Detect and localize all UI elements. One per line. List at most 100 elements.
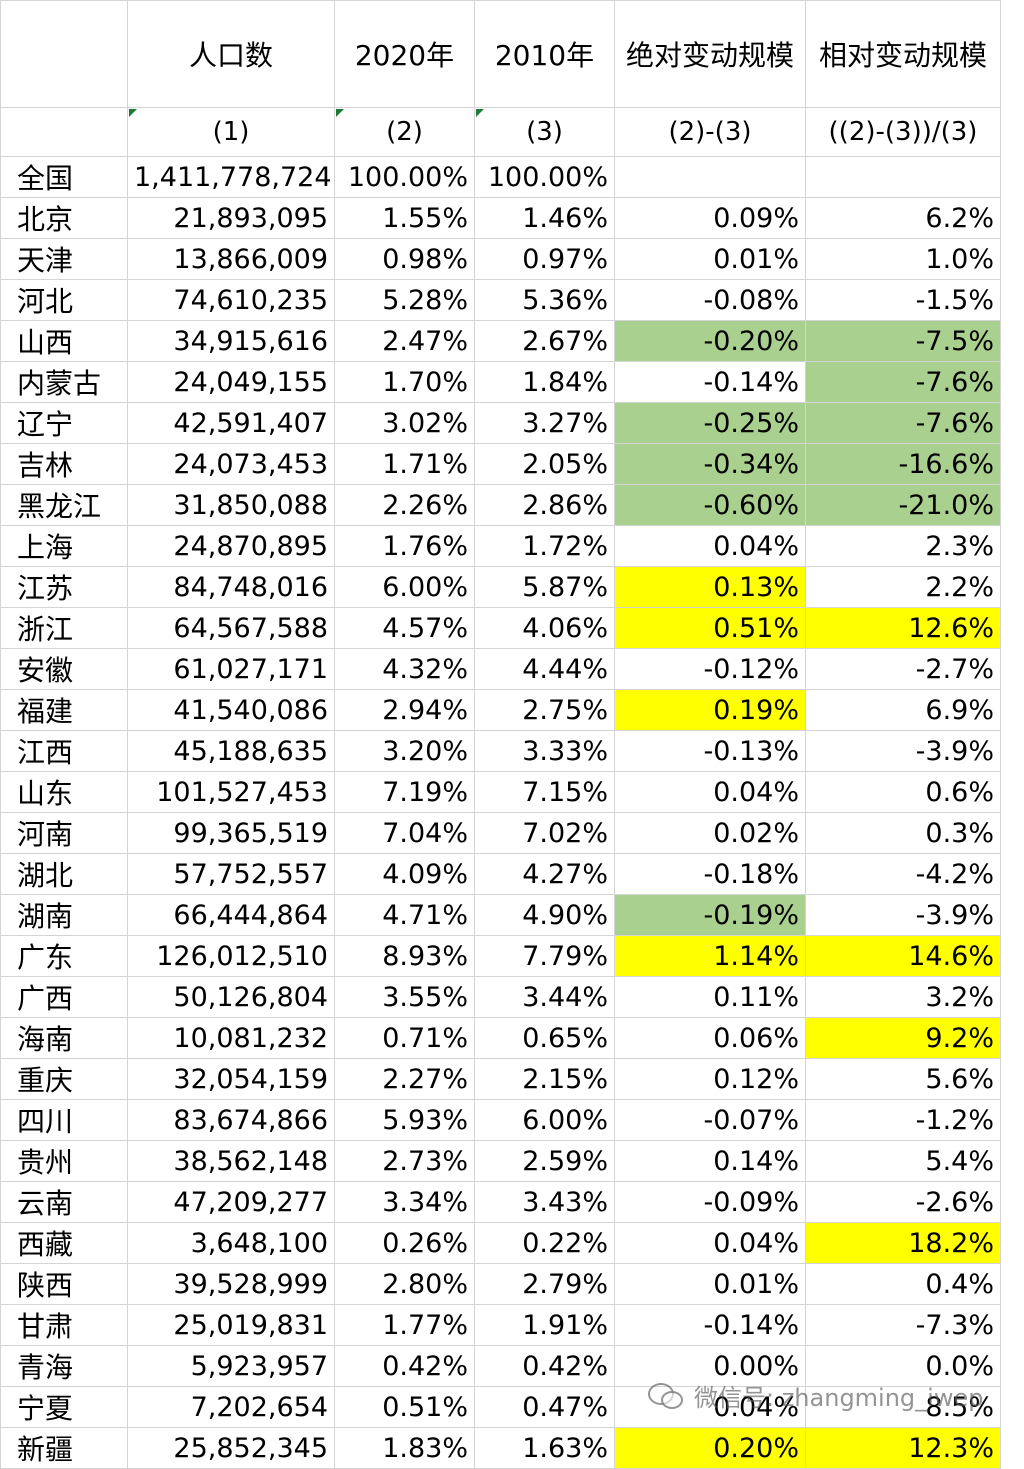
cell-absolute-change[interactable]: 0.11% — [614, 976, 806, 1018]
cell-share-2010[interactable]: 3.33% — [474, 730, 615, 772]
cell-share-2010[interactable]: 3.43% — [474, 1181, 615, 1223]
cell-share-2010[interactable]: 1.84% — [474, 361, 615, 403]
cell-region[interactable]: 江苏 — [0, 566, 128, 608]
cell-share-2010[interactable]: 4.90% — [474, 894, 615, 936]
cell-population[interactable]: 38,562,148 — [127, 1140, 335, 1182]
cell-share-2020[interactable]: 2.26% — [334, 484, 475, 526]
cell-absolute-change[interactable]: -0.34% — [614, 443, 806, 485]
cell-region[interactable]: 河北 — [0, 279, 128, 321]
cell-population[interactable]: 25,019,831 — [127, 1304, 335, 1346]
cell-share-2020[interactable]: 0.98% — [334, 238, 475, 280]
cell-population[interactable]: 13,866,009 — [127, 238, 335, 280]
cell-share-2010[interactable]: 7.15% — [474, 771, 615, 813]
cell-share-2010[interactable]: 7.02% — [474, 812, 615, 854]
cell-relative-change[interactable]: 14.6% — [805, 935, 1001, 977]
header-cell-population[interactable]: 人口数 — [127, 0, 335, 108]
cell-share-2010[interactable]: 1.91% — [474, 1304, 615, 1346]
cell-share-2010[interactable]: 2.79% — [474, 1263, 615, 1305]
cell-relative-change[interactable]: -7.6% — [805, 361, 1001, 403]
subheader-cell-relative-change[interactable]: ((2)-(3))/(3) — [805, 107, 1001, 157]
cell-region[interactable]: 海南 — [0, 1017, 128, 1059]
cell-absolute-change[interactable]: 0.04% — [614, 771, 806, 813]
cell-relative-change[interactable]: 6.2% — [805, 197, 1001, 239]
cell-region[interactable]: 辽宁 — [0, 402, 128, 444]
cell-population[interactable]: 61,027,171 — [127, 648, 335, 690]
cell-relative-change[interactable]: -3.9% — [805, 894, 1001, 936]
cell-absolute-change[interactable]: -0.20% — [614, 320, 806, 362]
cell-region[interactable]: 青海 — [0, 1345, 128, 1387]
cell-share-2020[interactable]: 5.28% — [334, 279, 475, 321]
header-cell-2010[interactable]: 2010年 — [474, 0, 615, 108]
cell-absolute-change[interactable]: 0.14% — [614, 1140, 806, 1182]
cell-region[interactable]: 江西 — [0, 730, 128, 772]
cell-relative-change[interactable]: -1.5% — [805, 279, 1001, 321]
cell-share-2020[interactable]: 100.00% — [334, 156, 475, 198]
cell-share-2010[interactable]: 2.67% — [474, 320, 615, 362]
cell-relative-change[interactable]: 0.4% — [805, 1263, 1001, 1305]
cell-region[interactable]: 贵州 — [0, 1140, 128, 1182]
cell-share-2010[interactable]: 2.75% — [474, 689, 615, 731]
cell-share-2020[interactable]: 4.71% — [334, 894, 475, 936]
cell-absolute-change[interactable]: 0.20% — [614, 1427, 806, 1469]
cell-relative-change[interactable]: -7.5% — [805, 320, 1001, 362]
cell-share-2020[interactable]: 1.76% — [334, 525, 475, 567]
cell-absolute-change[interactable]: 0.01% — [614, 1263, 806, 1305]
cell-absolute-change[interactable]: -0.60% — [614, 484, 806, 526]
cell-population[interactable]: 66,444,864 — [127, 894, 335, 936]
cell-absolute-change[interactable]: 0.09% — [614, 197, 806, 239]
cell-share-2010[interactable]: 4.06% — [474, 607, 615, 649]
cell-relative-change[interactable]: 18.2% — [805, 1222, 1001, 1264]
cell-population[interactable]: 31,850,088 — [127, 484, 335, 526]
cell-population[interactable]: 50,126,804 — [127, 976, 335, 1018]
cell-share-2020[interactable]: 2.80% — [334, 1263, 475, 1305]
cell-share-2020[interactable]: 3.55% — [334, 976, 475, 1018]
cell-region[interactable]: 河南 — [0, 812, 128, 854]
cell-population[interactable]: 21,893,095 — [127, 197, 335, 239]
cell-share-2020[interactable]: 5.93% — [334, 1099, 475, 1141]
header-cell-relative-change[interactable]: 相对变动规模 — [805, 0, 1001, 108]
cell-absolute-change[interactable]: 0.12% — [614, 1058, 806, 1100]
cell-region[interactable]: 上海 — [0, 525, 128, 567]
cell-region[interactable]: 天津 — [0, 238, 128, 280]
cell-population[interactable]: 45,188,635 — [127, 730, 335, 772]
cell-share-2010[interactable]: 0.97% — [474, 238, 615, 280]
cell-absolute-change[interactable]: 0.04% — [614, 1222, 806, 1264]
cell-share-2020[interactable]: 4.32% — [334, 648, 475, 690]
cell-share-2010[interactable]: 1.63% — [474, 1427, 615, 1469]
cell-share-2020[interactable]: 8.93% — [334, 935, 475, 977]
header-cell-2020[interactable]: 2020年 — [334, 0, 475, 108]
cell-relative-change[interactable]: 0.0% — [805, 1345, 1001, 1387]
cell-absolute-change[interactable]: -0.13% — [614, 730, 806, 772]
cell-population[interactable]: 64,567,588 — [127, 607, 335, 649]
cell-share-2010[interactable]: 0.22% — [474, 1222, 615, 1264]
cell-share-2020[interactable]: 0.26% — [334, 1222, 475, 1264]
cell-relative-change[interactable]: -3.9% — [805, 730, 1001, 772]
cell-share-2010[interactable]: 100.00% — [474, 156, 615, 198]
cell-share-2010[interactable]: 7.79% — [474, 935, 615, 977]
cell-region[interactable]: 湖南 — [0, 894, 128, 936]
cell-share-2010[interactable]: 5.36% — [474, 279, 615, 321]
cell-region[interactable]: 内蒙古 — [0, 361, 128, 403]
cell-population[interactable]: 24,073,453 — [127, 443, 335, 485]
subheader-cell-absolute-change[interactable]: (2)-(3) — [614, 107, 806, 157]
cell-share-2010[interactable]: 0.65% — [474, 1017, 615, 1059]
cell-share-2020[interactable]: 2.73% — [334, 1140, 475, 1182]
cell-relative-change[interactable]: -2.6% — [805, 1181, 1001, 1223]
cell-share-2010[interactable]: 1.72% — [474, 525, 615, 567]
cell-share-2010[interactable]: 2.59% — [474, 1140, 615, 1182]
cell-absolute-change[interactable]: 0.01% — [614, 238, 806, 280]
cell-region[interactable]: 山西 — [0, 320, 128, 362]
cell-share-2020[interactable]: 0.51% — [334, 1386, 475, 1428]
cell-region[interactable]: 福建 — [0, 689, 128, 731]
cell-region[interactable]: 湖北 — [0, 853, 128, 895]
cell-absolute-change[interactable]: -0.12% — [614, 648, 806, 690]
cell-relative-change[interactable]: 5.6% — [805, 1058, 1001, 1100]
cell-region[interactable]: 广西 — [0, 976, 128, 1018]
cell-relative-change[interactable]: -21.0% — [805, 484, 1001, 526]
cell-relative-change[interactable]: 12.3% — [805, 1427, 1001, 1469]
cell-relative-change[interactable]: 2.2% — [805, 566, 1001, 608]
cell-region[interactable]: 黑龙江 — [0, 484, 128, 526]
cell-absolute-change[interactable]: -0.09% — [614, 1181, 806, 1223]
cell-absolute-change[interactable]: -0.14% — [614, 1304, 806, 1346]
cell-relative-change[interactable]: 6.9% — [805, 689, 1001, 731]
